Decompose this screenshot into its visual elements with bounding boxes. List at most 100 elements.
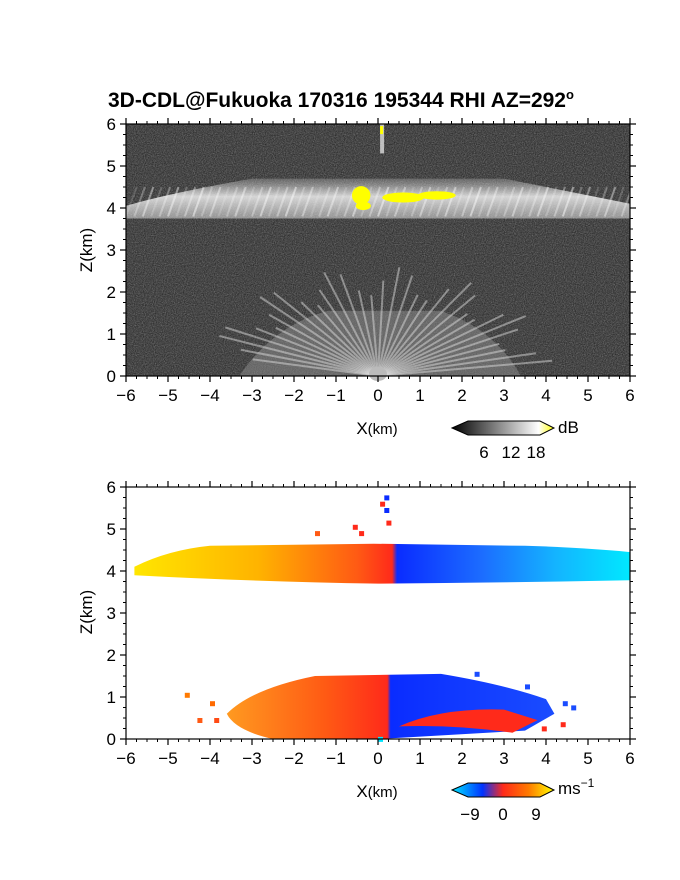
- intensity-fan-ray: [377, 294, 476, 377]
- velocity-pixel: [525, 684, 530, 690]
- intensity-streak: [368, 186, 382, 217]
- intensity-colorbar-tick-label: 18: [527, 443, 546, 462]
- intensity-streak: [603, 186, 617, 217]
- velocity-x-tick-label: −5: [158, 749, 177, 768]
- intensity-fan-ray: [377, 288, 450, 377]
- intensity-y-tick-label: 3: [107, 241, 116, 260]
- velocity-y-tick-label: 2: [107, 646, 116, 665]
- intensity-fan-ray: [377, 313, 468, 377]
- intensity-streak: [553, 186, 566, 217]
- velocity-y-tick-label: 0: [107, 730, 116, 749]
- intensity-streak: [234, 186, 247, 217]
- intensity-streak: [377, 186, 390, 217]
- figure-title: 3D-CDL@Fukuoka 170316 195344 RHI AZ=292o: [108, 87, 574, 112]
- intensity-fan-ray: [370, 295, 379, 377]
- intensity-fan-ray: [377, 318, 476, 377]
- velocity-x-tick-label: −6: [116, 749, 135, 768]
- velocity-x-tick-label: −2: [284, 749, 303, 768]
- intensity-streak: [133, 186, 146, 217]
- intensity-fan-ray: [377, 342, 500, 377]
- intensity-y-tick-label: 0: [107, 367, 116, 386]
- intensity-fan-ray: [357, 290, 379, 377]
- intensity-streak: [561, 186, 575, 217]
- intensity-streak: [595, 186, 608, 217]
- intensity-fan-ray: [377, 282, 472, 377]
- intensity-streak: [335, 186, 348, 217]
- intensity-x-tick-label: 2: [457, 386, 466, 405]
- intensity-streak: [452, 186, 466, 217]
- velocity-plot-area: [134, 495, 630, 742]
- intensity-colorbar-unit: dB: [558, 418, 579, 437]
- velocity-red-intrusion: [399, 709, 538, 733]
- intensity-hot-spot: [382, 192, 425, 203]
- intensity-x-tick-label: 4: [541, 386, 550, 405]
- intensity-x-tick-label: −6: [116, 386, 135, 405]
- intensity-fan-ray: [377, 328, 519, 377]
- velocity-panel: −6 −5 −4 −3 −2 −1 0 1 2 3 4 5 6 0 1 2 3 4 5 6 X(km) Z(km) −…: [77, 478, 636, 824]
- intensity-x-tick-label: −5: [158, 386, 177, 405]
- intensity-fan-ray: [300, 301, 379, 377]
- intensity-fan-ray: [339, 273, 379, 377]
- intensity-streak: [587, 186, 600, 217]
- velocity-x-tick-label: −3: [242, 749, 261, 768]
- intensity-fan-ray: [316, 304, 379, 377]
- intensity-streak: [318, 186, 331, 217]
- intensity-streak: [251, 186, 264, 217]
- intensity-fan-ray: [240, 348, 379, 377]
- velocity-pixel: [474, 671, 480, 677]
- intensity-fan-ray: [219, 334, 379, 377]
- intensity-upper-layer: [126, 178, 630, 219]
- intensity-streak: [519, 186, 533, 217]
- intensity-y-tick-label: 2: [107, 283, 116, 302]
- intensity-fan-ray: [377, 280, 385, 377]
- intensity-streak: [477, 186, 491, 217]
- intensity-colorbar-tick-label: 12: [502, 443, 521, 462]
- intensity-streak: [410, 186, 424, 217]
- intensity-streak: [200, 186, 214, 217]
- intensity-fan-ray: [323, 271, 379, 377]
- velocity-x-axis-label: X(km): [356, 782, 397, 801]
- velocity-x-tick-label: 0: [373, 749, 382, 768]
- intensity-y-tick-label: 4: [107, 199, 116, 218]
- intensity-x-tick-label: −4: [200, 386, 219, 405]
- intensity-x-tick-label: 1: [415, 386, 424, 405]
- velocity-pixel: [380, 501, 386, 507]
- intensity-streak: [301, 186, 314, 217]
- intensity-streak: [175, 186, 188, 217]
- intensity-streak: [326, 186, 340, 217]
- intensity-x-tick-label: 3: [499, 386, 508, 405]
- intensity-x-tick-label: 6: [625, 386, 634, 405]
- velocity-colorbar-tick-label: 0: [498, 805, 507, 824]
- intensity-y-axis-label: Z(km): [77, 228, 96, 272]
- intensity-streak: [217, 186, 230, 217]
- velocity-x-tick-label: 2: [457, 749, 466, 768]
- velocity-y-axis-label: Z(km): [77, 590, 96, 634]
- velocity-pixel: [210, 701, 215, 707]
- velocity-colorbar-unit: ms−1: [558, 776, 595, 798]
- velocity-pixel: [214, 718, 220, 723]
- intensity-fan-ray: [377, 315, 526, 377]
- intensity-streak: [545, 186, 558, 217]
- intensity-fan-ray: [377, 299, 428, 377]
- intensity-colorbar-tick-label: 6: [479, 443, 488, 462]
- velocity-colorbar: −9 0 9 ms−1: [450, 776, 595, 824]
- intensity-streak: [259, 186, 272, 217]
- intensity-streak: [486, 186, 499, 217]
- intensity-streak: [461, 186, 474, 217]
- velocity-upper-layer: [134, 543, 630, 584]
- intensity-x-tick-label: 5: [583, 386, 592, 405]
- intensity-origin-spot: [369, 367, 387, 381]
- intensity-x-tick-label: −1: [326, 386, 345, 405]
- intensity-y-tick-label: 1: [107, 325, 116, 344]
- intensity-x-tick-label: 0: [373, 386, 382, 405]
- intensity-streak: [267, 186, 281, 217]
- intensity-hot-spot: [355, 201, 371, 211]
- intensity-streak: [494, 186, 508, 217]
- intensity-fan-ray: [318, 289, 379, 377]
- intensity-fan-ray: [252, 358, 379, 377]
- intensity-plot-area: [125, 124, 634, 381]
- intensity-fan-ray: [377, 294, 419, 377]
- velocity-pixel: [315, 531, 320, 537]
